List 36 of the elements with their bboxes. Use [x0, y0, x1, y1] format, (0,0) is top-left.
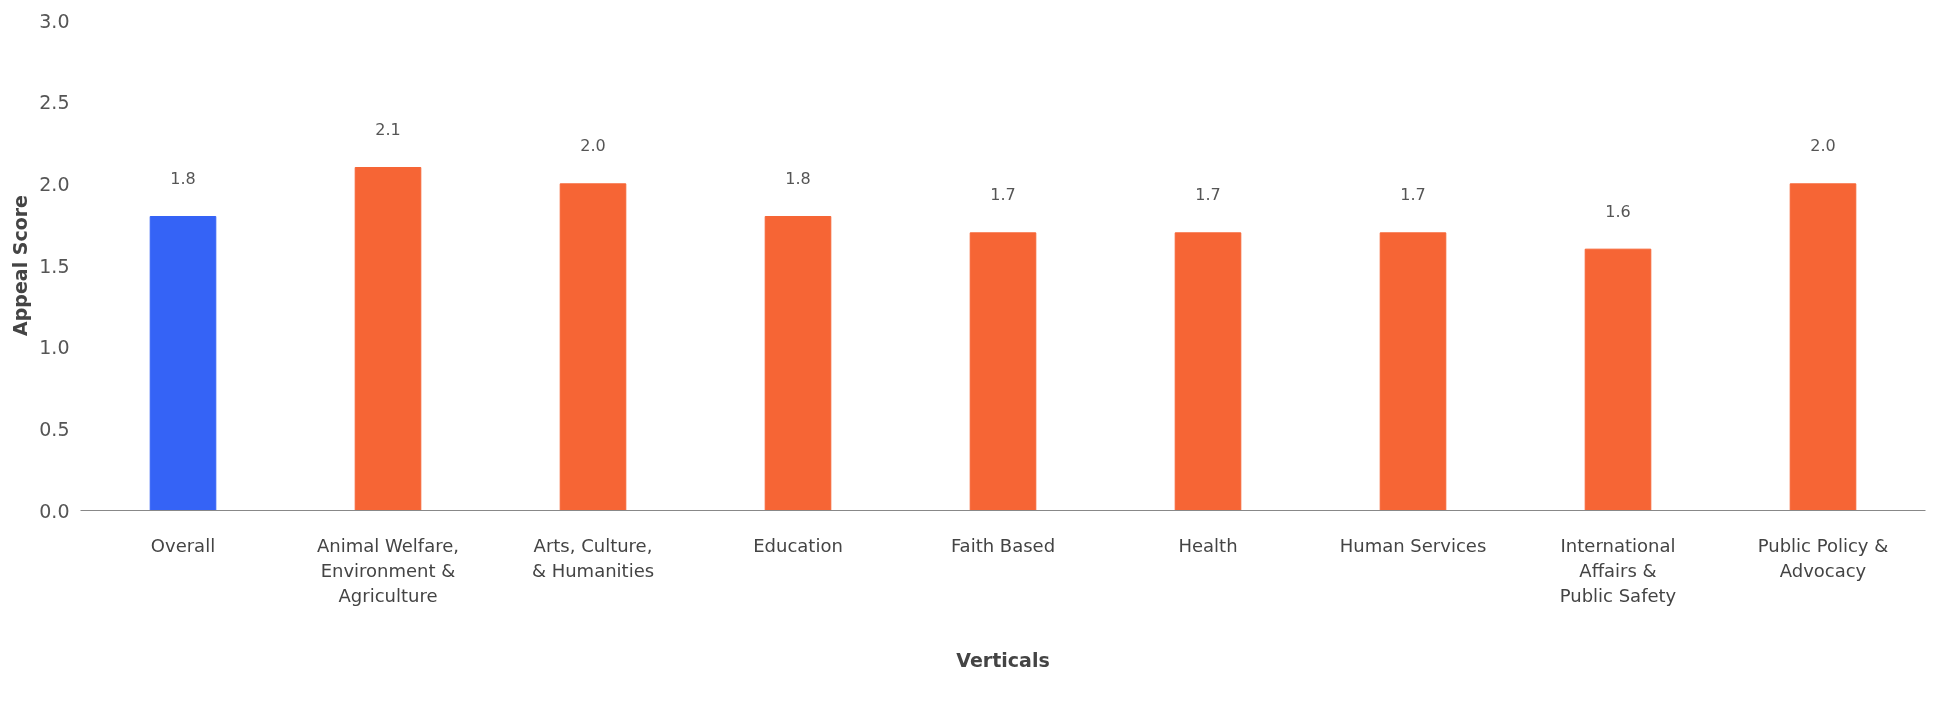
- bar: [559, 183, 627, 511]
- x-tick-label: Health: [1178, 534, 1238, 556]
- data-label: 2.0: [1810, 136, 1836, 156]
- bar: [969, 232, 1037, 511]
- x-tick-label: Public Policy & Advocacy: [1757, 534, 1889, 581]
- data-label: 1.6: [1605, 201, 1631, 221]
- data-label: 2.0: [580, 136, 606, 156]
- x-tick-label: Overall: [150, 534, 216, 556]
- x-axis-title: Verticals: [956, 648, 1050, 671]
- y-tick-label: 1.5: [39, 254, 70, 277]
- data-label: 1.8: [170, 168, 196, 188]
- bar: [1789, 183, 1857, 511]
- y-tick-label: 0.0: [39, 499, 70, 522]
- x-tick-label: International Affairs & Public Safety: [1559, 534, 1677, 606]
- bar: [1174, 232, 1242, 511]
- x-tick-label: Faith Based: [950, 534, 1056, 556]
- x-tick-label: Animal Welfare, Environment & Agriculture: [317, 534, 459, 606]
- y-tick-label: 2.0: [39, 172, 70, 195]
- data-label: 1.8: [785, 168, 811, 188]
- bar: [1584, 248, 1652, 511]
- x-tick-label: Human Services: [1339, 534, 1487, 556]
- x-tick-label: Education: [753, 534, 843, 556]
- data-label: 1.7: [1400, 185, 1426, 205]
- x-tick-label: Arts, Culture, & Humanities: [531, 534, 655, 581]
- data-label: 2.1: [375, 119, 401, 139]
- bar: [149, 216, 217, 511]
- y-tick-label: 0.5: [39, 417, 70, 440]
- y-tick-label: 1.0: [39, 336, 70, 359]
- data-label: 1.7: [1195, 185, 1221, 205]
- bar: [764, 216, 832, 511]
- y-axis-title: Appeal Score: [9, 195, 32, 336]
- bar: [354, 167, 422, 511]
- y-tick-label: 3.0: [39, 9, 70, 32]
- data-label: 1.7: [990, 185, 1016, 205]
- bar: [1379, 232, 1447, 511]
- y-tick-label: 2.5: [39, 91, 70, 114]
